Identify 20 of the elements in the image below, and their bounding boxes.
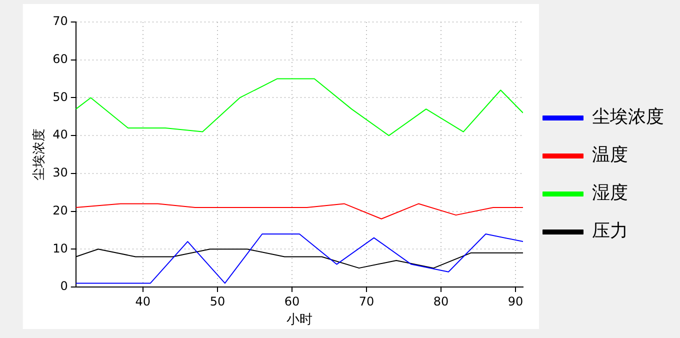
y-tick-label: 70: [52, 14, 68, 28]
legend-label: 温度: [592, 144, 628, 166]
x-tick-label: 80: [433, 294, 449, 308]
x-tick-label: 90: [508, 294, 524, 308]
y-tick-label: 50: [52, 90, 68, 104]
y-axis-title: 尘埃浓度: [31, 128, 48, 180]
x-axis-title: 小时: [286, 312, 312, 328]
y-tick-label: 30: [52, 166, 68, 180]
x-tick-label: 70: [358, 294, 374, 308]
legend-label: 湿度: [592, 182, 628, 204]
y-tick-label: 20: [52, 203, 68, 218]
legend-label: 尘埃浓度: [592, 106, 664, 128]
y-tick-label: 0: [60, 279, 68, 294]
x-tick-label: 60: [284, 294, 300, 308]
y-tick-label: 60: [52, 52, 68, 66]
x-tick-label: 50: [210, 294, 226, 308]
legend-label: 压力: [592, 220, 628, 242]
y-tick-label: 40: [52, 128, 68, 142]
y-tick-label: 10: [52, 241, 68, 256]
x-tick-label: 40: [135, 294, 151, 308]
